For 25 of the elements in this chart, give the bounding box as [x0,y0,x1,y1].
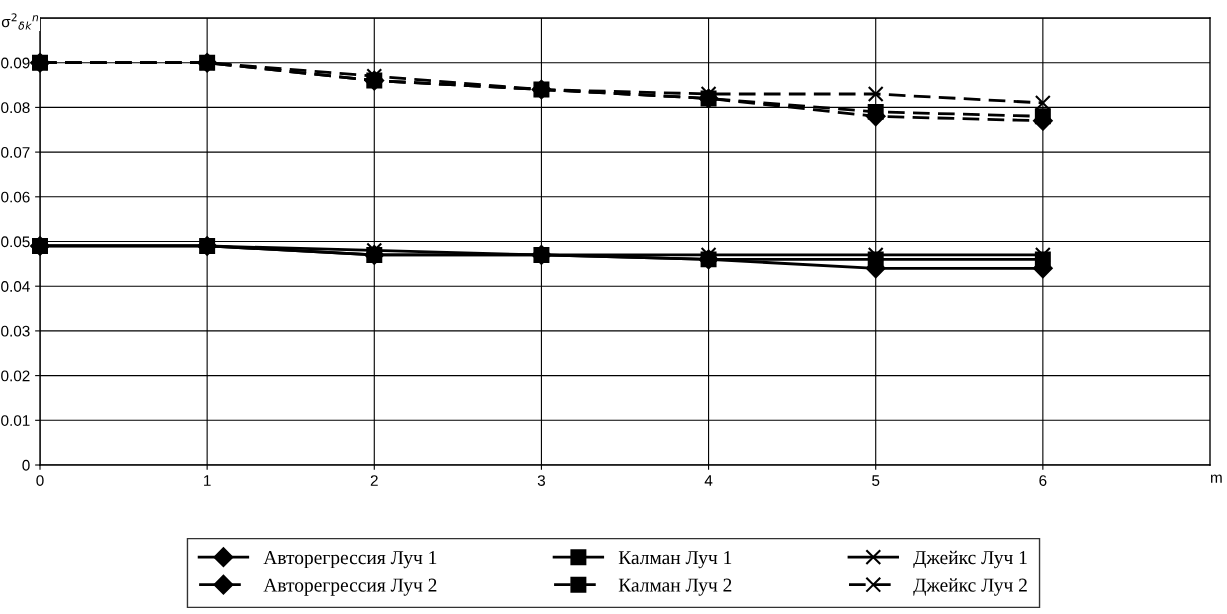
x-tick-label: 1 [204,475,211,486]
y-tick-label: 0.03 [1,325,30,337]
x-tick-label: 3 [537,475,546,486]
legend-label: Калман Луч 2 [618,578,732,596]
y-tick-label: 0 [22,459,30,471]
legend-label: Джейкс Луч 2 [913,578,1027,596]
x-axis-title: m [1211,474,1222,483]
legend-label: Калман Луч 1 [618,551,732,569]
y-tick-label: 0.07 [1,146,30,158]
y-tick-label: 0.06 [1,191,30,203]
x-tick-label: 4 [704,475,713,486]
legend-label: Авторегрессия Луч 1 [263,551,437,569]
y-tick-label: 0.04 [1,281,30,292]
x-tick-label: 2 [370,475,378,486]
x-tick-label: 0 [36,475,44,486]
y-tick-label: 0.08 [1,102,30,114]
legend-label: Авторегрессия Луч 2 [263,578,437,596]
y-tick-label: 0.05 [1,236,30,248]
x-tick-label: 6 [1039,475,1047,486]
y-tick-label: 0.01 [1,415,30,426]
y-axis-title: σ$^{2}$$_{δk}$$^{n}$ [1,13,39,30]
x-tick-label: 5 [872,475,880,486]
y-tick-label: 0.09 [1,57,30,69]
legend-label: Джейкс Луч 1 [913,550,1027,569]
y-tick-label: 0.02 [1,370,30,382]
